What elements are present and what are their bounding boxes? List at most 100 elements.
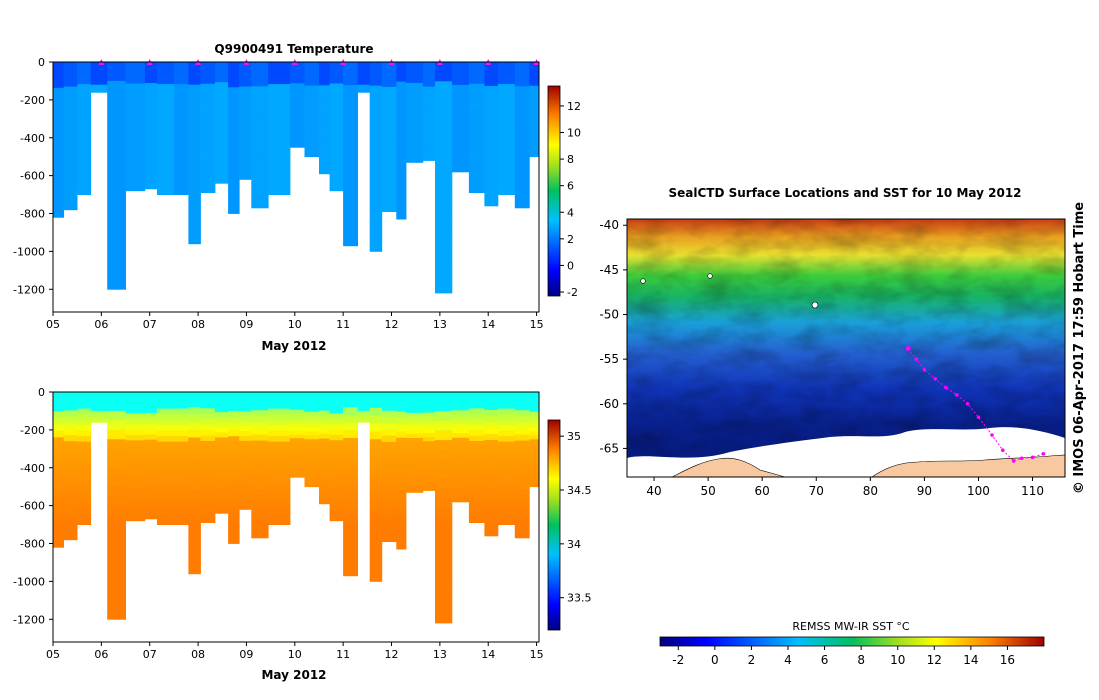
profile-cell xyxy=(319,461,330,467)
profile-cell xyxy=(452,410,470,416)
profile-cell xyxy=(396,75,407,82)
profile-cell xyxy=(319,122,330,128)
profile-cell xyxy=(290,62,305,66)
profile-cell xyxy=(343,115,358,124)
profile-cell xyxy=(215,152,229,159)
profile-cell xyxy=(381,441,397,449)
profile-cell xyxy=(200,435,216,442)
profile-cell xyxy=(251,440,269,448)
profile-cell xyxy=(329,418,344,425)
profile-cell xyxy=(173,480,189,487)
profile-cell xyxy=(369,109,383,118)
profile-cell xyxy=(396,101,407,109)
profile-cell xyxy=(304,474,320,480)
profile-cell xyxy=(173,128,189,135)
profile-cell xyxy=(239,436,252,442)
profile-cell xyxy=(514,134,530,142)
colorbar-tick-label: 33.5 xyxy=(567,592,592,605)
profile-cell xyxy=(215,67,229,73)
profile-cell xyxy=(369,573,383,582)
profile-cell xyxy=(188,107,201,116)
profile-cell xyxy=(406,421,424,426)
profile-cell xyxy=(422,437,436,442)
profile-cell xyxy=(125,499,146,506)
profile-cell xyxy=(125,115,146,122)
profile-cell xyxy=(406,408,424,414)
profile-cell xyxy=(188,228,201,237)
profile-cell xyxy=(90,80,108,83)
profile-cell xyxy=(290,94,305,98)
profile-cell xyxy=(215,503,229,509)
profile-cell xyxy=(188,520,201,529)
profile-cell xyxy=(514,122,530,130)
profile-cell xyxy=(406,425,424,431)
colorbar-tick-label: -2 xyxy=(567,286,578,299)
profile-cell xyxy=(452,75,470,81)
x-tick-label: 05 xyxy=(46,318,60,331)
profile-cell xyxy=(63,62,78,69)
profile-cell xyxy=(357,87,371,89)
profile-cell xyxy=(369,486,383,495)
profile-cell xyxy=(329,164,344,170)
profile-cell xyxy=(144,77,158,84)
profile-cell xyxy=(107,534,126,544)
profile-cell xyxy=(435,100,453,111)
profile-cell xyxy=(290,434,305,439)
profile-cell xyxy=(125,94,146,100)
profile-cell xyxy=(381,99,397,106)
profile-cell xyxy=(239,460,252,466)
profile-cell xyxy=(77,62,92,68)
profile-cell xyxy=(239,135,252,141)
profile-cell xyxy=(435,235,453,246)
profile-cell xyxy=(268,139,291,146)
profile-cell xyxy=(396,179,407,187)
profile-cell xyxy=(215,72,229,78)
profile-cell xyxy=(484,104,499,111)
profile-cell xyxy=(514,519,530,527)
profile-cell xyxy=(215,508,229,514)
profile-cell xyxy=(251,104,269,111)
profile-cell xyxy=(484,398,499,405)
profile-cell xyxy=(188,92,201,101)
profile-cell xyxy=(497,128,516,135)
profile-cell xyxy=(369,423,383,432)
profile-cell xyxy=(452,469,470,475)
profile-cell xyxy=(173,436,189,443)
profile-cell xyxy=(529,121,540,126)
profile-cell xyxy=(435,139,453,149)
profile-cell xyxy=(107,410,126,421)
profile-cell xyxy=(514,440,530,448)
profile-cell xyxy=(452,126,470,132)
profile-cell xyxy=(329,104,344,111)
profile-cell xyxy=(268,161,291,168)
profile-cell xyxy=(329,174,344,181)
profile-cell xyxy=(228,125,240,132)
profile-cell xyxy=(125,104,146,111)
profile-cell xyxy=(228,493,240,500)
profile-cell xyxy=(319,489,330,495)
profile-cell xyxy=(53,146,64,153)
profile-cell xyxy=(107,543,126,554)
profile-cell xyxy=(396,68,407,76)
profile-cell xyxy=(188,221,201,230)
profile-cell xyxy=(484,428,499,435)
profile-cell xyxy=(304,148,320,154)
profile-cell xyxy=(422,457,436,463)
profile-cell xyxy=(406,446,424,451)
profile-cell xyxy=(381,460,397,468)
profile-cell xyxy=(319,396,330,402)
x-tick-label: 05 xyxy=(46,648,60,661)
profile-cell xyxy=(290,97,305,102)
profile-cell xyxy=(173,73,189,79)
profile-cell xyxy=(468,105,485,112)
profile-cell xyxy=(290,427,305,432)
profile-cell xyxy=(343,506,358,515)
profile-cell xyxy=(468,181,485,188)
profile-cell xyxy=(90,394,108,397)
profile-cell xyxy=(157,67,175,74)
track-point xyxy=(933,376,938,381)
profile-cell xyxy=(468,413,485,420)
profile-cell xyxy=(484,62,499,69)
profile-cell xyxy=(251,398,269,405)
profile-cell xyxy=(484,464,499,471)
